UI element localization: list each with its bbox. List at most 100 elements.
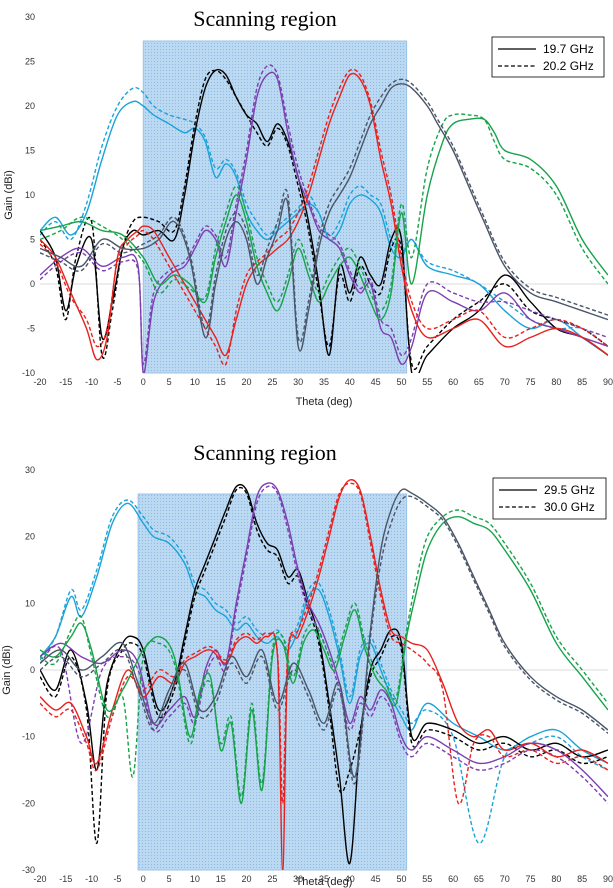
x-tick-label: 15 bbox=[216, 874, 226, 884]
x-tick-label: 60 bbox=[448, 874, 458, 884]
x-tick-label: -10 bbox=[85, 377, 98, 387]
series-line-dashed bbox=[40, 68, 608, 366]
y-tick-label: 30 bbox=[25, 12, 35, 22]
y-tick-label: 15 bbox=[25, 146, 35, 156]
x-tick-label: 25 bbox=[267, 874, 277, 884]
x-tick-label: -10 bbox=[85, 874, 98, 884]
series-line-solid bbox=[40, 117, 608, 321]
x-tick-label: 90 bbox=[603, 874, 613, 884]
series-line-solid bbox=[40, 83, 608, 352]
legend-label: 19.7 GHz bbox=[543, 42, 594, 56]
x-tick-label: 70 bbox=[500, 874, 510, 884]
x-tick-label: 85 bbox=[577, 874, 587, 884]
x-tick-label: 40 bbox=[345, 377, 355, 387]
y-tick-label: -5 bbox=[27, 324, 35, 334]
series-group bbox=[40, 479, 608, 870]
x-tick-label: -20 bbox=[33, 377, 46, 387]
series-line-dashed bbox=[40, 486, 608, 845]
series-line-solid bbox=[40, 100, 608, 356]
y-tick-label: 10 bbox=[25, 190, 35, 200]
x-tick-label: 90 bbox=[603, 377, 613, 387]
chart-panel-bottom: Scanning region -30 -20 -10 0 10 20 30 -20 -15 -10… bbox=[0, 440, 613, 888]
series-line-dashed bbox=[40, 69, 608, 370]
x-tick-label: 0 bbox=[141, 874, 146, 884]
x-tick-label: 65 bbox=[474, 874, 484, 884]
x-tick-label: 50 bbox=[396, 377, 406, 387]
x-tick-label: 75 bbox=[526, 874, 536, 884]
x-tick-label: 5 bbox=[167, 377, 172, 387]
legend-box bbox=[491, 36, 605, 78]
y-axis-title: Gain (dBi) bbox=[3, 170, 15, 220]
x-tick-label: 20 bbox=[242, 874, 252, 884]
x-tick-label: 80 bbox=[551, 377, 561, 387]
x-tick-label: 10 bbox=[190, 377, 200, 387]
series-line-dashed bbox=[40, 64, 608, 365]
x-tick-label: 5 bbox=[167, 874, 172, 884]
chart-legend: 19.7 GHz 20.2 GHz bbox=[491, 36, 605, 78]
x-tick-label: 85 bbox=[577, 377, 587, 387]
chart-panel-top: Scanning region -10 -5 0 5 10 15 20 25 30 -20 -15 -1… bbox=[0, 0, 613, 430]
x-axis-title: Theta (deg) bbox=[296, 396, 353, 408]
chart-title: Scanning region bbox=[193, 440, 337, 465]
x-tick-label: 35 bbox=[319, 874, 329, 884]
x-axis-title: Theta (deg) bbox=[296, 876, 353, 888]
y-tick-label: 0 bbox=[30, 665, 35, 675]
series-line-solid bbox=[40, 488, 608, 778]
y-tick-label: -20 bbox=[22, 798, 35, 808]
y-tick-label: 30 bbox=[25, 465, 35, 475]
x-tick-label: 0 bbox=[141, 377, 146, 387]
x-tick-label: 30 bbox=[293, 377, 303, 387]
chart-legend: 29.5 GHz 30.0 GHz bbox=[492, 477, 607, 520]
x-tick-label: -15 bbox=[59, 377, 72, 387]
x-tick-label: 40 bbox=[345, 874, 355, 884]
x-tick-label: 30 bbox=[293, 874, 303, 884]
y-tick-label: 25 bbox=[25, 57, 35, 67]
y-tick-label: 10 bbox=[25, 598, 35, 608]
x-tick-label: 10 bbox=[190, 874, 200, 884]
x-tick-label: 25 bbox=[267, 377, 277, 387]
x-tick-label: 75 bbox=[526, 377, 536, 387]
scanning-region-band bbox=[142, 40, 408, 374]
x-tick-label: -20 bbox=[33, 874, 46, 884]
legend-label: 29.5 GHz bbox=[544, 483, 595, 497]
series-line-solid bbox=[40, 482, 608, 798]
x-tick-label: 20 bbox=[242, 377, 252, 387]
x-tick-label: 55 bbox=[422, 377, 432, 387]
series-group bbox=[40, 64, 608, 373]
x-tick-label: 45 bbox=[371, 377, 381, 387]
y-tick-label: 20 bbox=[25, 101, 35, 111]
x-tick-label: 15 bbox=[216, 377, 226, 387]
series-line-solid bbox=[40, 71, 608, 373]
legend-label: 20.2 GHz bbox=[543, 59, 594, 73]
x-tick-label: -5 bbox=[113, 377, 121, 387]
series-line-dashed bbox=[40, 113, 608, 312]
x-tick-label: 80 bbox=[551, 874, 561, 884]
legend-label: 30.0 GHz bbox=[544, 500, 595, 514]
x-tick-label: 35 bbox=[319, 377, 329, 387]
y-tick-label: -10 bbox=[22, 732, 35, 742]
series-line-dashed bbox=[40, 499, 608, 845]
x-tick-label: 50 bbox=[396, 874, 406, 884]
gain-chart-top: Scanning region -10 -5 0 5 10 15 20 25 30 -20 -15 -1… bbox=[3, 6, 613, 408]
x-tick-label: 45 bbox=[371, 874, 381, 884]
y-tick-label: 5 bbox=[30, 235, 35, 245]
x-tick-label: 60 bbox=[448, 377, 458, 387]
y-tick-label: -10 bbox=[22, 368, 35, 378]
x-tick-label: 65 bbox=[474, 377, 484, 387]
x-tick-label: -5 bbox=[113, 874, 121, 884]
series-line-dashed bbox=[40, 495, 608, 785]
y-tick-label: 20 bbox=[25, 532, 35, 542]
y-axis-title: Gain (dBi) bbox=[1, 645, 13, 695]
y-tick-label: 0 bbox=[30, 279, 35, 289]
series-line-dashed bbox=[40, 482, 608, 805]
series-line-solid bbox=[40, 483, 608, 865]
series-line-dashed bbox=[40, 509, 608, 798]
x-tick-label: -15 bbox=[59, 874, 72, 884]
chart-title: Scanning region bbox=[193, 6, 337, 31]
y-tick-label: -30 bbox=[22, 865, 35, 875]
series-line-solid bbox=[40, 516, 608, 805]
legend-box bbox=[492, 477, 607, 520]
x-tick-label: 55 bbox=[422, 874, 432, 884]
x-tick-label: 70 bbox=[500, 377, 510, 387]
